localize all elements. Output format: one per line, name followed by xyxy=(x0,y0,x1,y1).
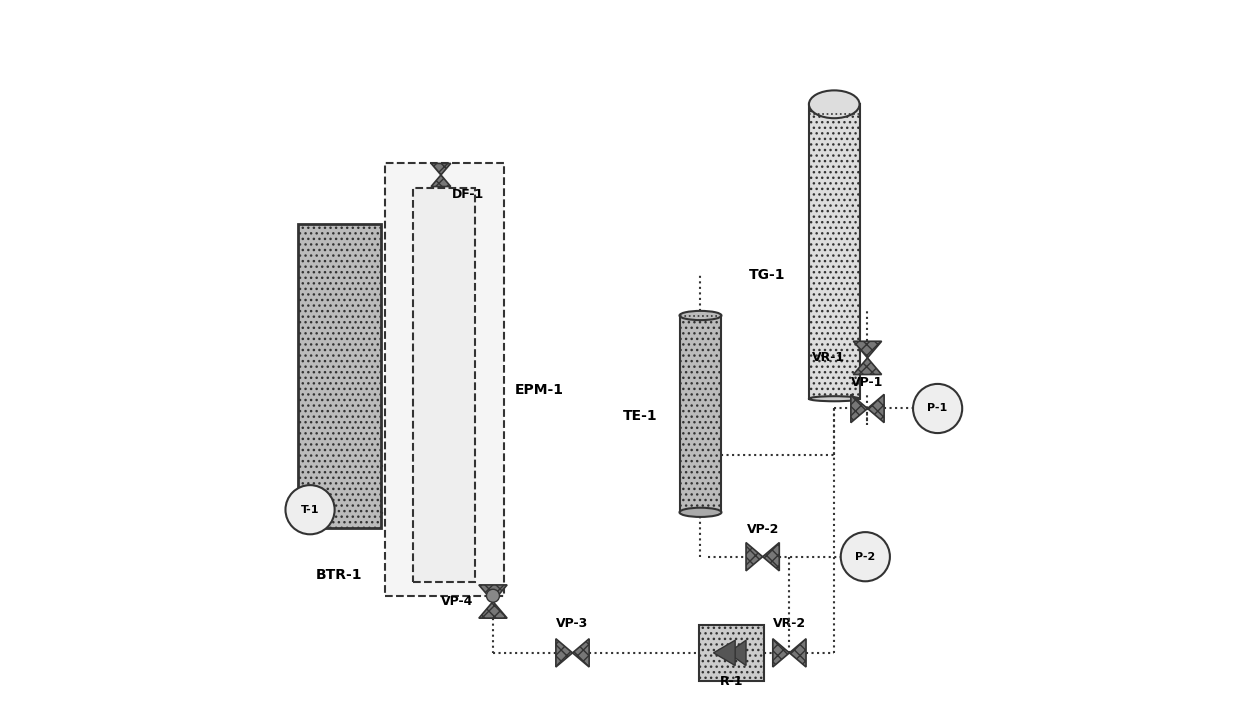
Polygon shape xyxy=(851,394,867,423)
Circle shape xyxy=(913,384,963,433)
Bar xyxy=(384,163,504,596)
Text: P-1: P-1 xyxy=(928,403,948,414)
Polygon shape xyxy=(773,638,789,667)
Text: VP-2: VP-2 xyxy=(746,523,779,536)
Text: T-1: T-1 xyxy=(301,505,320,515)
Polygon shape xyxy=(867,394,885,423)
Bar xyxy=(679,315,721,513)
Circle shape xyxy=(285,485,335,534)
Text: VP-1: VP-1 xyxy=(851,376,883,389)
Bar xyxy=(699,625,764,681)
Bar xyxy=(809,104,860,398)
Text: P-2: P-2 xyxy=(855,552,876,562)
Polygon shape xyxy=(763,542,779,571)
Circle shape xyxy=(487,589,499,602)
Polygon shape xyxy=(431,163,451,175)
Polygon shape xyxy=(478,585,507,602)
Polygon shape xyxy=(478,602,507,618)
Text: TG-1: TG-1 xyxy=(750,268,786,282)
Bar xyxy=(414,188,475,582)
Text: VR-1: VR-1 xyxy=(812,351,845,364)
Polygon shape xyxy=(572,638,589,667)
Bar xyxy=(297,224,380,528)
Text: EPM-1: EPM-1 xyxy=(514,383,564,398)
Circle shape xyxy=(841,532,890,581)
Text: DF-1: DF-1 xyxy=(452,188,484,201)
Polygon shape xyxy=(789,638,807,667)
Ellipse shape xyxy=(809,396,860,401)
Polygon shape xyxy=(729,641,746,665)
Text: BTR-1: BTR-1 xyxy=(316,568,362,581)
Text: VP-3: VP-3 xyxy=(556,617,589,630)
Text: R-1: R-1 xyxy=(720,675,743,688)
Text: VP-4: VP-4 xyxy=(441,595,473,608)
Ellipse shape xyxy=(679,311,721,320)
Polygon shape xyxy=(854,341,882,358)
Ellipse shape xyxy=(809,90,860,118)
Text: VR-2: VR-2 xyxy=(773,617,805,630)
Text: TE-1: TE-1 xyxy=(623,408,658,423)
Polygon shape xyxy=(714,641,735,665)
Polygon shape xyxy=(431,175,451,187)
Polygon shape xyxy=(746,542,763,571)
Ellipse shape xyxy=(679,508,721,517)
Polygon shape xyxy=(556,638,572,667)
Polygon shape xyxy=(854,358,882,375)
